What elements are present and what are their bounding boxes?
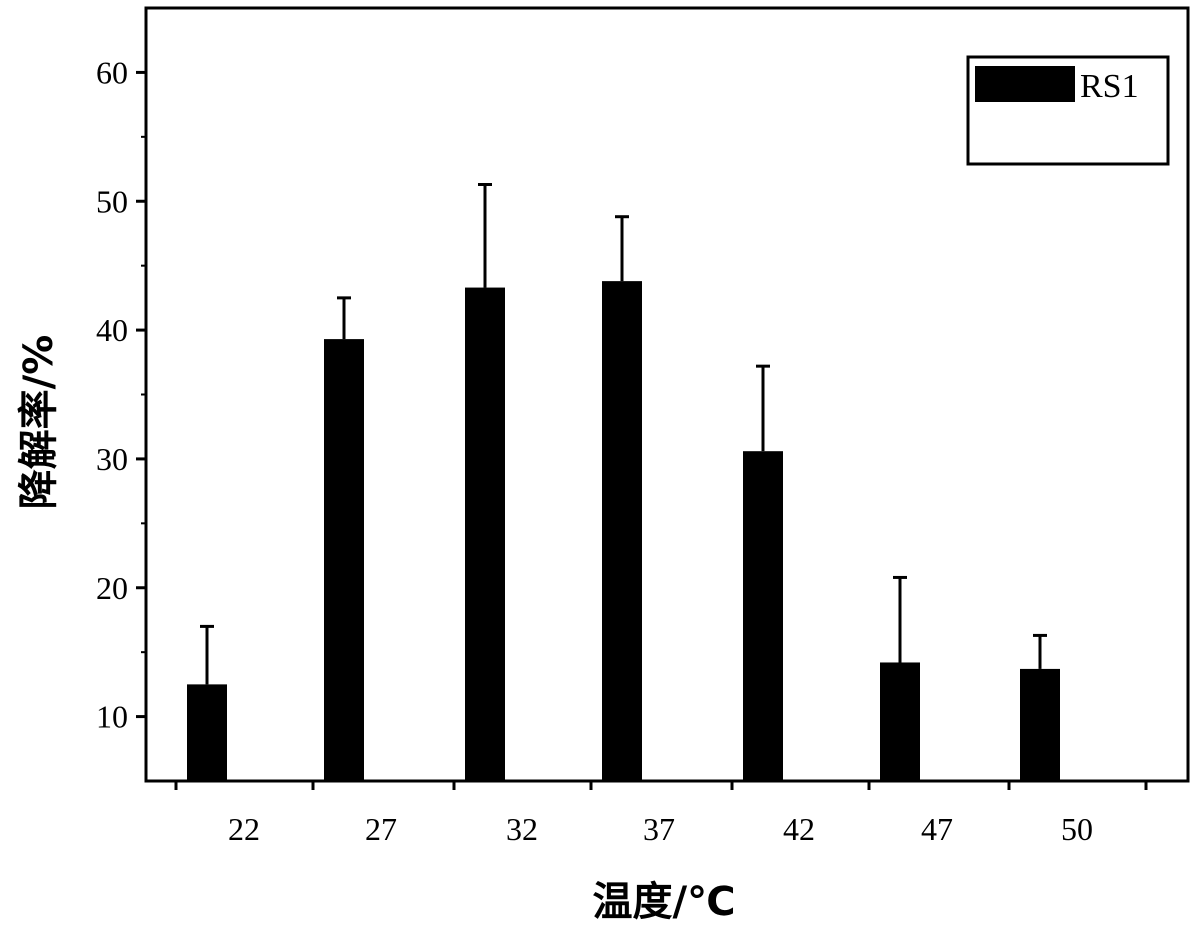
bar-22 — [187, 684, 227, 781]
bar-32 — [465, 287, 505, 781]
bar-37 — [602, 281, 642, 781]
bar-50 — [1020, 668, 1060, 781]
y-tick-label-60: 60 — [96, 54, 128, 90]
x-tick-label-32: 32 — [506, 811, 538, 847]
x-axis-title: 温度/℃ — [592, 879, 735, 925]
legend-label-rs1: RS1 — [1080, 68, 1139, 105]
x-tick-label-42: 42 — [783, 811, 815, 847]
bar-42 — [743, 451, 783, 781]
x-tick-label-22: 22 — [228, 811, 260, 847]
error-bars-group — [200, 183, 1047, 685]
x-tick-label-27: 27 — [365, 811, 397, 847]
bar-47 — [880, 662, 920, 781]
y-tick-label-10: 10 — [96, 699, 128, 735]
x-axis-ticks-group: 22 27 32 37 42 47 50 — [174, 781, 1148, 847]
legend-swatch-rs1 — [975, 66, 1075, 102]
bars-group — [187, 281, 1060, 781]
y-tick-label-30: 30 — [96, 441, 128, 477]
bar-27 — [324, 339, 364, 781]
y-tick-label-40: 40 — [96, 312, 128, 348]
x-tick-label-50: 50 — [1061, 811, 1093, 847]
y-tick-label-20: 20 — [96, 570, 128, 606]
legend: RS1 — [966, 55, 1170, 166]
y-axis-ticks-group: 10 20 30 40 50 60 — [96, 54, 146, 735]
x-tick-label-37: 37 — [643, 811, 675, 847]
x-tick-label-47: 47 — [921, 811, 953, 847]
y-tick-label-50: 50 — [96, 183, 128, 219]
y-axis-title: 降解率/% — [16, 335, 62, 510]
